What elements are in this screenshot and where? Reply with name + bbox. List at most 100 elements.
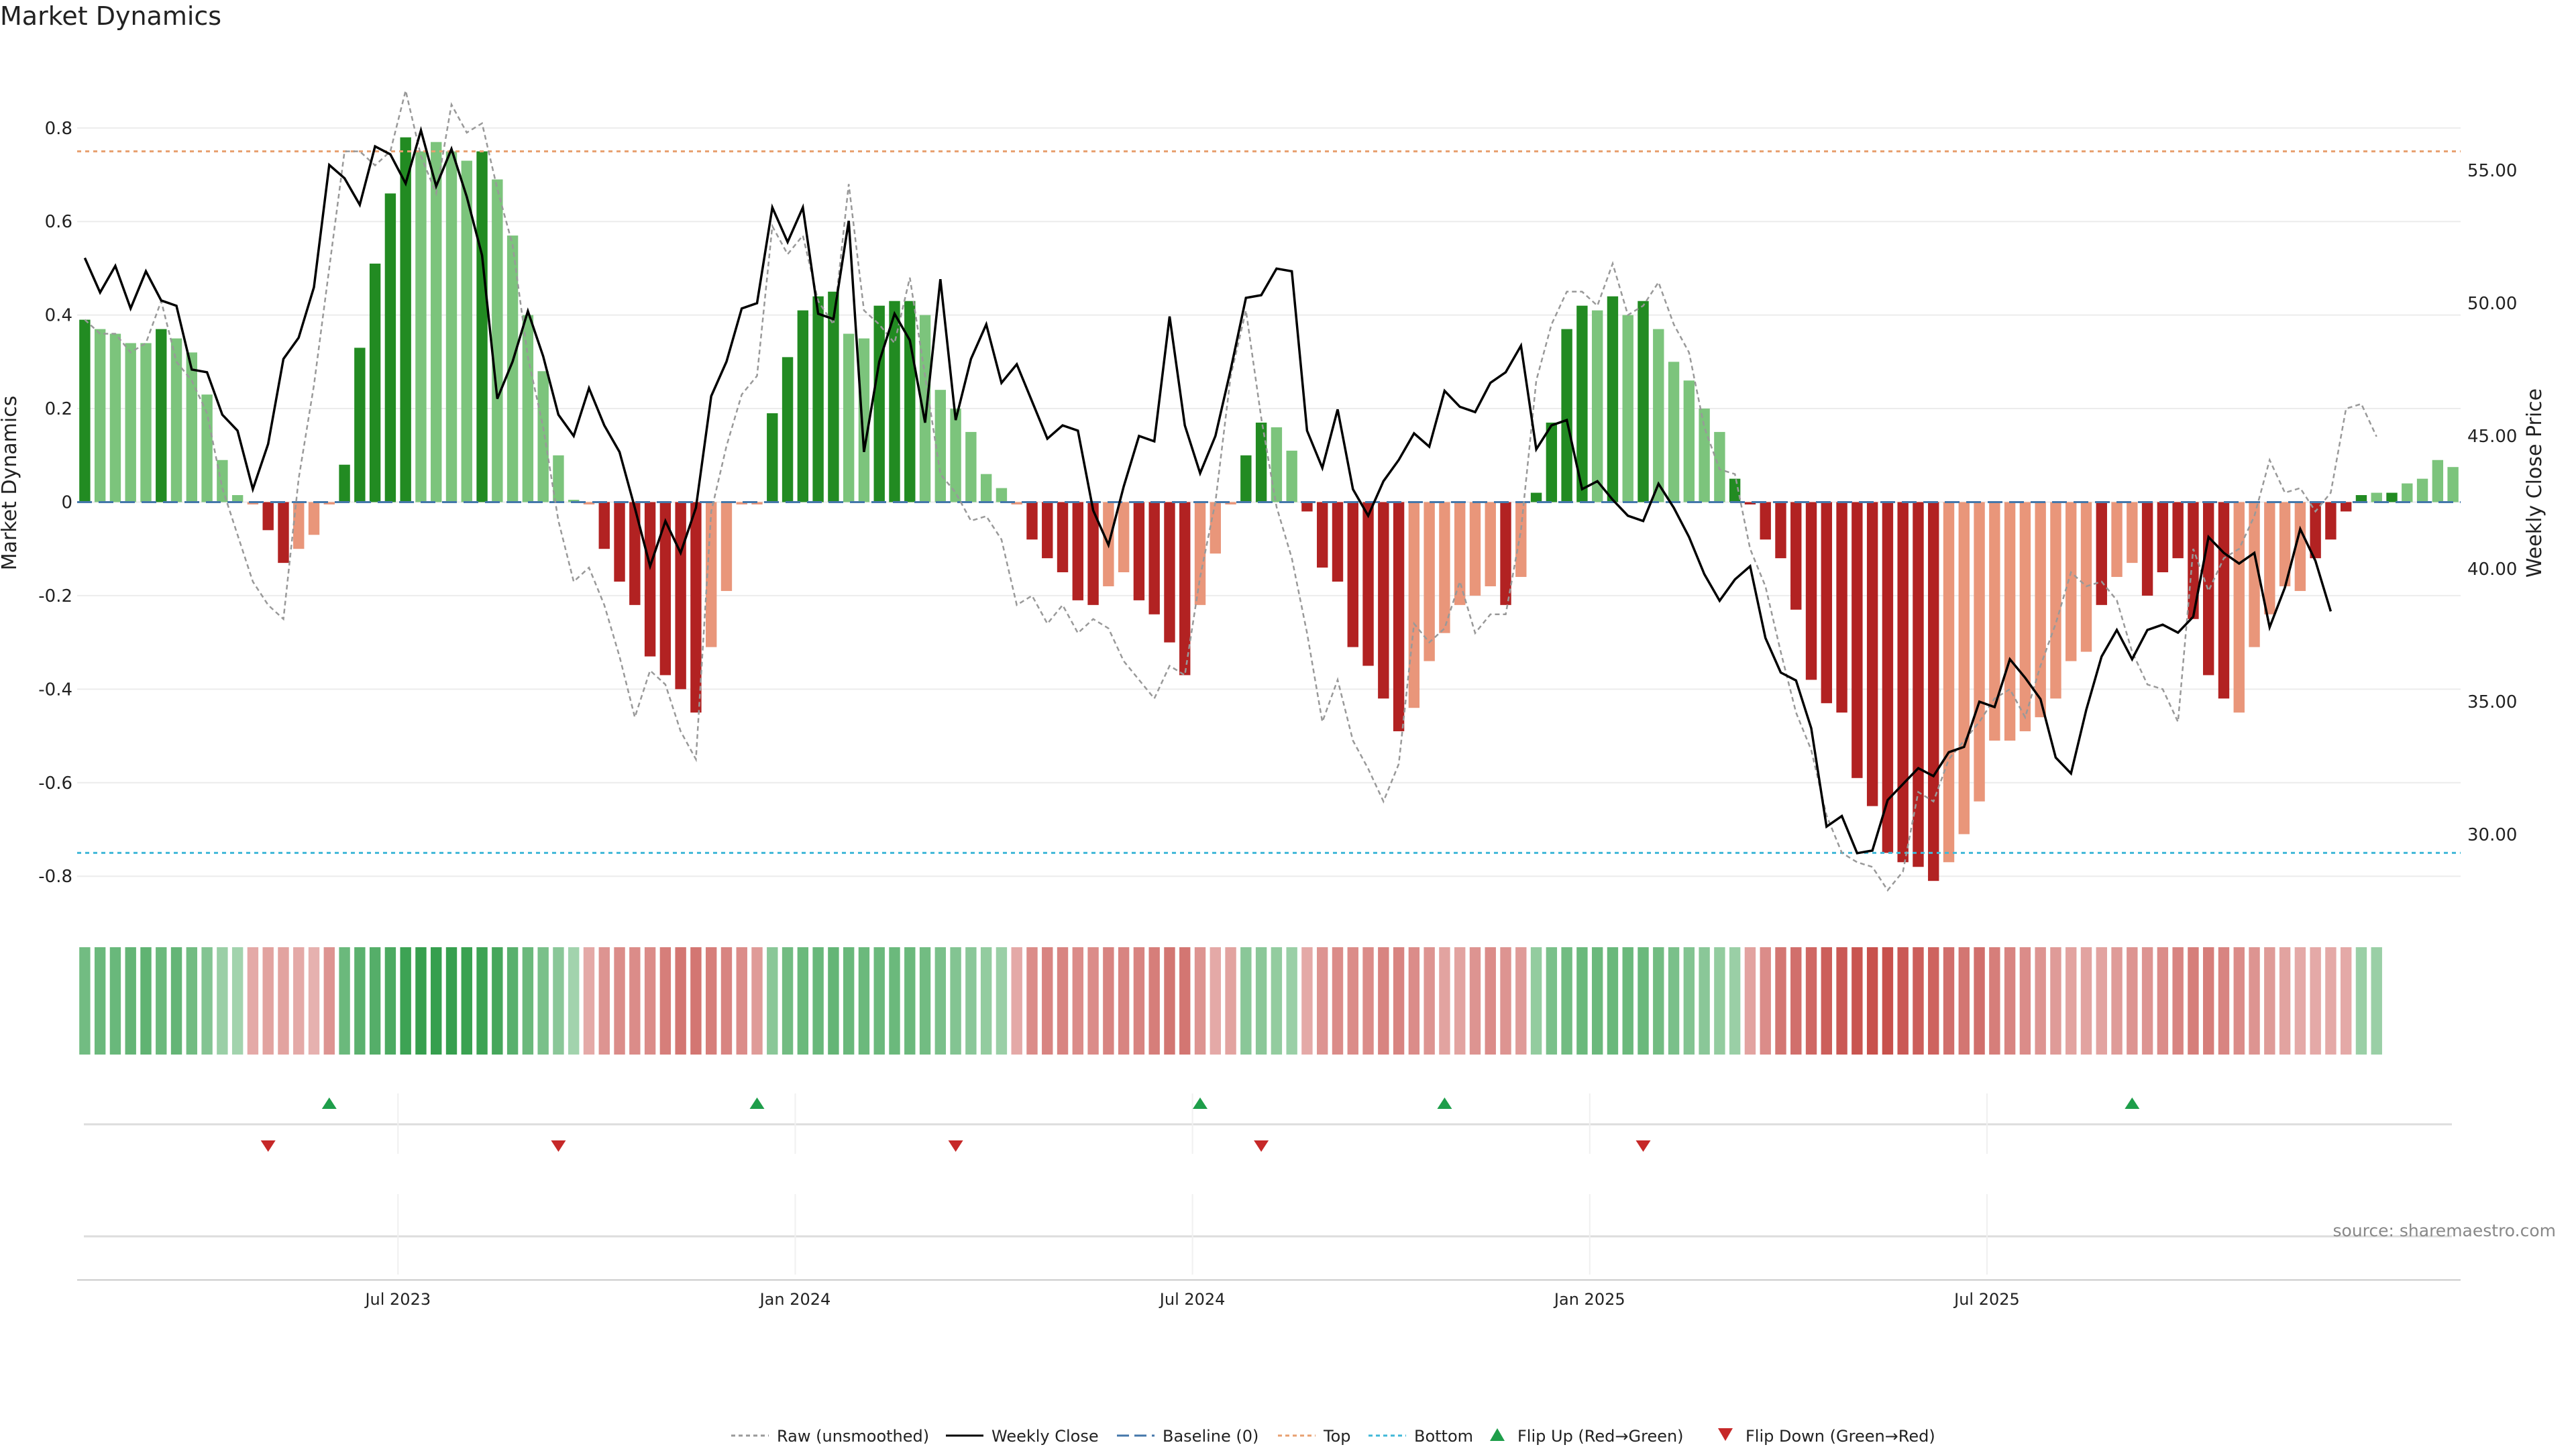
dynamics-bar	[1164, 502, 1175, 643]
y-tick-label: -0.6	[38, 773, 72, 794]
heat-strip-cell	[950, 947, 961, 1055]
dynamics-bar	[1622, 315, 1633, 502]
heat-strip-cell	[369, 947, 381, 1055]
y2-tick-label: 40.00	[2467, 559, 2517, 580]
dynamics-bar	[2325, 502, 2337, 540]
dynamics-bar	[217, 460, 228, 502]
dynamics-bar	[782, 357, 794, 502]
heat-strip-cell	[1866, 947, 1878, 1055]
heat-strip-cell	[247, 947, 259, 1055]
dynamics-bar	[140, 343, 152, 502]
dynamics-bar	[2080, 502, 2092, 652]
heat-strip-cell	[186, 947, 198, 1055]
heat-strip-cell	[1943, 947, 1955, 1055]
heat-strip-cell	[2325, 947, 2337, 1055]
dynamics-bar	[2249, 502, 2260, 647]
y-tick-label: 0.6	[45, 212, 72, 232]
heat-strip-cell	[415, 947, 427, 1055]
heat-strip-cell	[1408, 947, 1420, 1055]
dynamics-bar	[1943, 502, 1955, 863]
legend-label: Weekly Close	[991, 1427, 1099, 1446]
dynamics-bar	[262, 502, 274, 531]
heat-strip-cell	[79, 947, 91, 1055]
dynamics-bar	[1118, 502, 1130, 573]
dynamics-bar	[1301, 502, 1313, 512]
flip-up-marker	[2125, 1097, 2140, 1109]
dynamics-bar	[1683, 380, 1695, 502]
dynamics-bar	[1775, 502, 1786, 559]
flip-down-marker	[1635, 1140, 1651, 1152]
heat-strip-cell	[1057, 947, 1069, 1055]
heat-strip-cell	[797, 947, 809, 1055]
dynamics-bar	[247, 502, 259, 504]
dynamics-bar	[614, 502, 625, 582]
heat-strip-cell	[2355, 947, 2367, 1055]
dynamics-bar	[1393, 502, 1405, 732]
dynamics-bar	[1561, 329, 1572, 502]
dynamics-bar	[1821, 502, 1833, 704]
heat-strip-cell	[1515, 947, 1527, 1055]
dynamics-bar	[797, 310, 809, 502]
dynamics-bar	[919, 315, 931, 502]
dynamics-bar	[1500, 502, 1511, 605]
heat-strip-cell	[644, 947, 656, 1055]
heat-strip-cell	[2249, 947, 2260, 1055]
heat-strip-cell	[354, 947, 366, 1055]
dynamics-bar	[858, 338, 870, 502]
heat-strip-cell	[2188, 947, 2199, 1055]
heat-strip-cell	[2035, 947, 2046, 1055]
heat-strip-cell	[1271, 947, 1283, 1055]
heat-strip-cell	[2004, 947, 2016, 1055]
weekly-close-line	[83, 125, 2332, 855]
heat-strip-cell	[843, 947, 855, 1055]
heat-strip-cell	[217, 947, 228, 1055]
dynamics-bar	[1148, 502, 1160, 614]
heat-strip-cell	[1989, 947, 2000, 1055]
dynamics-bar	[231, 495, 244, 502]
heat-strip-cell	[767, 947, 778, 1055]
dynamics-bar	[1668, 362, 1680, 502]
dynamics-bar	[1591, 310, 1603, 502]
heat-strip-cell	[1225, 947, 1236, 1055]
dynamics-bar	[1485, 502, 1496, 586]
dynamics-bar	[1469, 502, 1481, 596]
dynamics-bar	[598, 502, 610, 549]
y-tick-label: -0.2	[38, 586, 72, 606]
dynamics-bar	[1958, 502, 1970, 835]
dynamics-bar	[201, 394, 213, 502]
dynamics-bar	[293, 502, 305, 549]
heat-strip-cell	[1974, 947, 1985, 1055]
heat-strip-cell	[919, 947, 931, 1055]
heat-strip-cell	[339, 947, 350, 1055]
heat-strip-cell	[2371, 947, 2382, 1055]
dynamics-bar	[644, 502, 656, 657]
heat-strip-cell	[1913, 947, 1924, 1055]
dynamics-bar	[980, 474, 992, 502]
heat-strip-cell	[1393, 947, 1405, 1055]
heat-strip-cell	[1928, 947, 1939, 1055]
dynamics-bar	[1255, 422, 1267, 502]
heat-strip-cell	[1454, 947, 1466, 1055]
heat-strip-cell	[904, 947, 916, 1055]
heat-strip-cell	[1699, 947, 1710, 1055]
heat-strip-cell	[2019, 947, 2031, 1055]
dynamics-bar	[1362, 502, 1374, 666]
heat-strip-cell	[980, 947, 992, 1055]
raw-series-line	[84, 90, 2377, 892]
dynamics-bar	[1607, 296, 1619, 502]
dynamics-bar	[1866, 502, 1878, 806]
dynamics-bar	[1225, 502, 1236, 504]
dynamics-bar	[675, 502, 686, 690]
heat-strip-cell	[231, 947, 244, 1055]
heat-strip-cell	[1622, 947, 1633, 1055]
heat-strip-cell	[1469, 947, 1481, 1055]
heat-strip-cell	[720, 947, 733, 1055]
heat-strip-cell	[629, 947, 641, 1055]
heat-strip-cell	[2310, 947, 2321, 1055]
heat-strip-cell	[1485, 947, 1496, 1055]
dynamics-bar	[186, 352, 198, 502]
heat-strip-cell	[170, 947, 182, 1055]
heat-strip-cell	[1607, 947, 1619, 1055]
y-axis-title: Market Dynamics	[0, 396, 21, 571]
dynamics-bar	[1087, 502, 1099, 605]
